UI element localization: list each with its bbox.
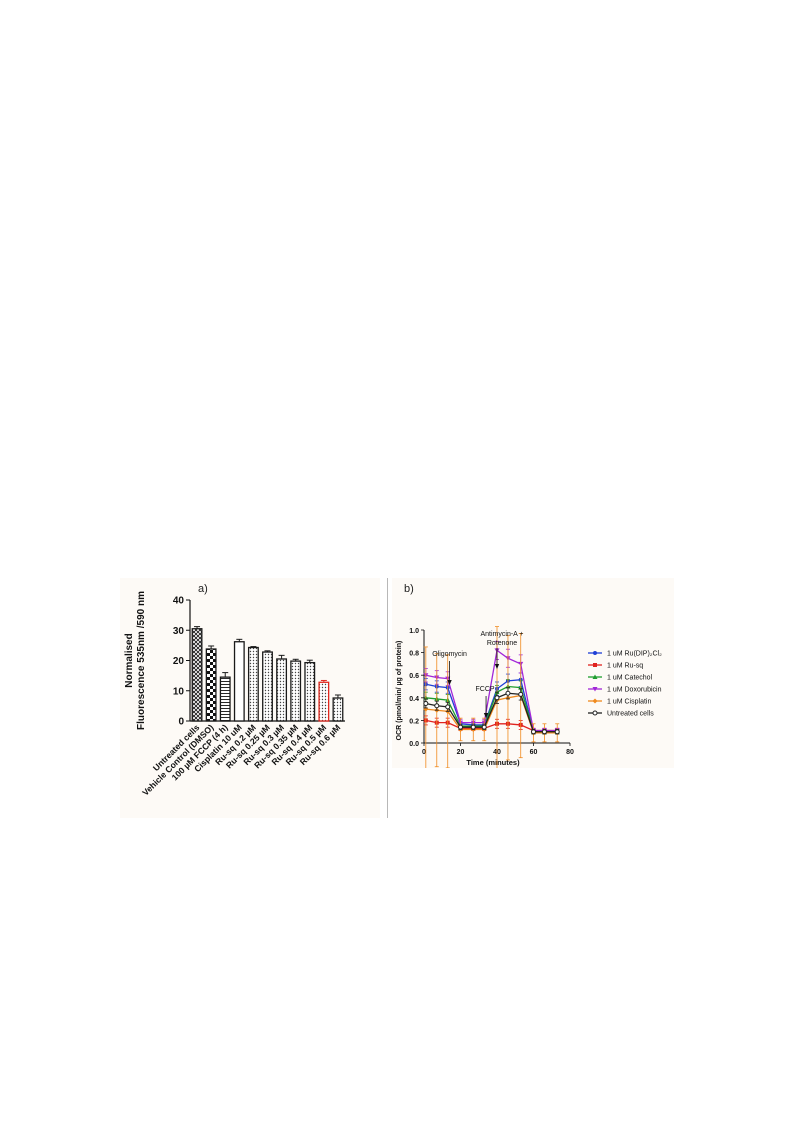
bar xyxy=(304,661,316,722)
annotation-oligomycin: Oligomycin xyxy=(432,651,467,658)
y-axis-label: OCR (pmol/min/ µg of protein) xyxy=(396,641,403,741)
data-point xyxy=(423,700,429,706)
bar xyxy=(205,648,217,722)
panel-divider xyxy=(387,578,388,818)
data-point xyxy=(458,724,463,730)
data-point xyxy=(554,729,560,735)
bar xyxy=(191,628,203,722)
data-point xyxy=(531,729,536,735)
series-line xyxy=(425,719,558,732)
panel-a: a) 0 10 20 30 40 Normalised Fluorescence 535nm… xyxy=(120,578,380,818)
y-tick-label: 30 xyxy=(173,626,185,637)
data-point xyxy=(481,724,487,730)
x-tick-label: 20 xyxy=(457,749,465,756)
legend-label: 1 uM Ru-sq xyxy=(607,663,643,670)
arrow-head-oligomycin xyxy=(447,680,452,685)
x-tick-label: 80 xyxy=(566,749,574,756)
y-tick-label: 0.2 xyxy=(409,718,419,725)
legend-label: 1 uM Doxorubicin xyxy=(607,687,662,694)
legend-marker xyxy=(593,651,597,655)
legend-marker xyxy=(592,687,598,692)
series-group xyxy=(423,626,560,774)
x-axis-label: Time (minutes) xyxy=(466,758,520,767)
data-point xyxy=(470,724,476,730)
bar xyxy=(276,658,288,722)
bar xyxy=(233,641,245,722)
panel-label-a: a) xyxy=(198,583,208,595)
legend-label: Untreated cells xyxy=(607,711,654,718)
annotation-fccp: FCCP xyxy=(476,686,495,693)
bar xyxy=(247,646,259,722)
panel-label-b: b) xyxy=(404,583,414,595)
annotation-antimycin: Rotenone xyxy=(487,640,517,647)
legend-label: 1 uM Ru(DIP)₂Cl₂ xyxy=(607,651,662,658)
panel-b: b) 0.0 0.2 0.4 0.6 0.8 1.0 0 20 40 60 80 Time (minu… xyxy=(392,578,674,774)
y-tick-label: 0.8 xyxy=(409,651,419,658)
y-tick-label: 0.6 xyxy=(409,673,419,680)
arrow-head-fccp xyxy=(483,713,489,718)
data-point xyxy=(505,690,511,696)
bar xyxy=(290,660,302,722)
y-tick-label: 40 xyxy=(173,596,185,607)
bar xyxy=(318,681,330,722)
legend-marker xyxy=(592,710,598,716)
data-point xyxy=(445,704,451,710)
bar xyxy=(219,676,231,722)
y-tick-label: 1.0 xyxy=(409,628,419,635)
data-point xyxy=(434,703,440,709)
x-tick-label: 0 xyxy=(422,749,426,756)
bar xyxy=(262,651,273,722)
bar-chart: 0 10 20 30 40 Normalised Fluorescence 535nm /5… xyxy=(124,591,345,798)
arrow-head-antimycin xyxy=(494,664,500,669)
legend-marker xyxy=(592,674,598,679)
legend-label: 1 uM Cisplatin xyxy=(607,699,651,706)
data-point xyxy=(423,706,429,712)
annotation-antimycin: Antimycin-A + xyxy=(481,631,524,638)
x-tick-label: 60 xyxy=(530,749,538,756)
legend-marker xyxy=(592,698,598,704)
data-point xyxy=(541,729,547,735)
data-point xyxy=(494,695,500,701)
y-tick-label: 0.4 xyxy=(409,696,419,703)
y-axis-label: Normalised xyxy=(124,633,135,687)
legend-label: 1 uM Catechol xyxy=(607,675,653,682)
y-tick-label: 0 xyxy=(178,717,184,728)
y-axis-label: Fluorescence 535nm /590 nm xyxy=(136,591,147,730)
bar xyxy=(332,697,344,722)
data-point xyxy=(518,691,524,697)
y-tick-label: 10 xyxy=(173,686,185,697)
y-tick-label: 0.0 xyxy=(409,741,419,748)
y-tick-label: 20 xyxy=(173,656,185,667)
series-line xyxy=(425,694,558,734)
series-group xyxy=(423,687,560,735)
legend-marker xyxy=(593,663,597,667)
